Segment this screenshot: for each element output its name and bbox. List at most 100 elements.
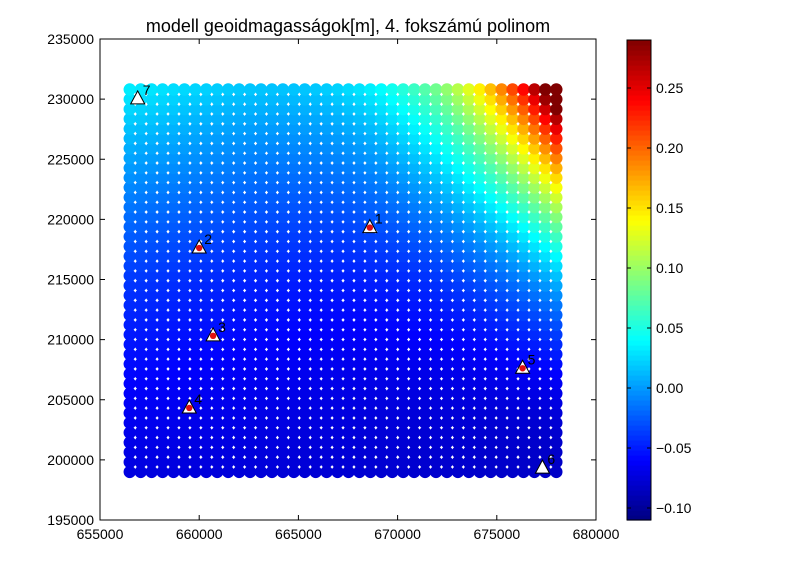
grid-dot bbox=[265, 191, 279, 204]
grid-dot bbox=[484, 181, 497, 194]
grid-dot bbox=[276, 299, 290, 312]
grid-dot bbox=[309, 455, 322, 469]
grid-dot bbox=[517, 387, 530, 400]
grid-dot bbox=[145, 93, 158, 106]
grid-dot bbox=[539, 210, 552, 224]
grid-dot bbox=[331, 406, 344, 420]
grid-dot bbox=[167, 249, 180, 263]
grid-dot bbox=[407, 269, 421, 282]
grid-dot bbox=[145, 289, 158, 302]
grid-dot bbox=[495, 269, 508, 282]
grid-dot bbox=[123, 406, 136, 420]
grid-dot bbox=[451, 426, 465, 439]
grid-dot bbox=[550, 191, 563, 204]
grid-dot bbox=[375, 416, 388, 430]
station-point-6: 6 bbox=[534, 451, 555, 474]
grid-dot bbox=[375, 455, 388, 469]
grid-dot bbox=[342, 387, 355, 400]
grid-dot bbox=[506, 465, 519, 479]
grid-dot bbox=[276, 338, 290, 351]
grid-dot bbox=[386, 83, 399, 96]
grid-dot bbox=[232, 122, 246, 135]
grid-dot bbox=[200, 416, 213, 430]
colorbar-segment bbox=[627, 150, 651, 156]
grid-dot bbox=[386, 318, 399, 332]
grid-dot bbox=[320, 210, 333, 224]
colorbar-tick-label: 0.05 bbox=[656, 320, 683, 336]
grid-dot bbox=[222, 436, 235, 449]
grid-dot bbox=[145, 367, 158, 381]
grid-dot bbox=[211, 191, 224, 204]
grid-dot bbox=[495, 299, 508, 312]
grid-dot bbox=[528, 289, 541, 302]
colorbar-segment bbox=[627, 340, 651, 346]
grid-dot bbox=[167, 220, 180, 233]
grid-dot bbox=[342, 406, 355, 420]
grid-dot bbox=[134, 299, 147, 312]
grid-dot bbox=[506, 132, 519, 145]
grid-dot bbox=[429, 455, 443, 469]
grid-dot bbox=[189, 387, 202, 400]
colorbar-segment bbox=[627, 115, 651, 121]
grid-dot bbox=[222, 338, 235, 351]
grid-dot bbox=[462, 191, 476, 204]
grid-dot bbox=[506, 83, 519, 96]
grid-dot bbox=[287, 446, 301, 459]
colorbar-segment bbox=[627, 425, 651, 431]
grid-dot bbox=[156, 465, 169, 479]
grid-dot bbox=[407, 377, 421, 390]
grid-dot bbox=[528, 328, 541, 341]
grid-dot bbox=[462, 308, 476, 322]
grid-dot bbox=[407, 406, 421, 420]
grid-dot bbox=[407, 200, 421, 214]
grid-dot bbox=[243, 426, 257, 439]
grid-dot bbox=[243, 308, 257, 322]
grid-dot bbox=[473, 269, 486, 282]
grid-dot bbox=[222, 122, 235, 135]
grid-dot bbox=[211, 377, 224, 390]
grid-dot bbox=[484, 289, 497, 302]
grid-dot bbox=[320, 406, 333, 420]
grid-dot bbox=[440, 465, 454, 479]
grid-dot bbox=[506, 406, 519, 420]
grid-dot bbox=[200, 161, 213, 175]
grid-dot bbox=[287, 465, 301, 479]
grid-dot bbox=[276, 200, 290, 214]
grid-dot bbox=[232, 387, 246, 400]
grid-dot bbox=[276, 151, 290, 165]
grid-dot bbox=[386, 416, 399, 430]
grid-dot bbox=[462, 377, 476, 390]
grid-dot bbox=[353, 191, 366, 204]
grid-dot bbox=[254, 348, 268, 361]
grid-dot bbox=[243, 338, 257, 351]
grid-dot bbox=[353, 220, 366, 233]
grid-dot bbox=[298, 161, 311, 175]
colorbar-tick-label: −0.10 bbox=[656, 500, 692, 516]
grid-dot bbox=[167, 142, 180, 155]
grid-dot bbox=[189, 446, 202, 459]
grid-dot bbox=[298, 406, 311, 420]
grid-dot bbox=[254, 367, 268, 381]
grid-dot bbox=[243, 416, 257, 430]
grid-dot bbox=[539, 446, 552, 459]
colorbar-segment bbox=[627, 275, 651, 281]
grid-dot bbox=[189, 377, 202, 390]
grid-dot bbox=[342, 191, 355, 204]
grid-dot bbox=[342, 220, 355, 233]
grid-dot bbox=[222, 357, 235, 371]
grid-dot bbox=[211, 338, 224, 351]
grid-dot bbox=[386, 122, 399, 135]
grid-dot bbox=[375, 348, 388, 361]
grid-dot bbox=[243, 112, 257, 126]
grid-dot bbox=[517, 318, 530, 332]
grid-dot bbox=[407, 171, 421, 184]
grid-dot bbox=[200, 200, 213, 214]
grid-dot bbox=[287, 348, 301, 361]
grid-dot bbox=[331, 289, 344, 302]
grid-dot bbox=[167, 191, 180, 204]
grid-dot bbox=[243, 171, 257, 184]
grid-dot bbox=[473, 93, 486, 106]
grid-dot bbox=[495, 132, 508, 145]
grid-dot bbox=[232, 348, 246, 361]
grid-dot bbox=[232, 455, 246, 469]
